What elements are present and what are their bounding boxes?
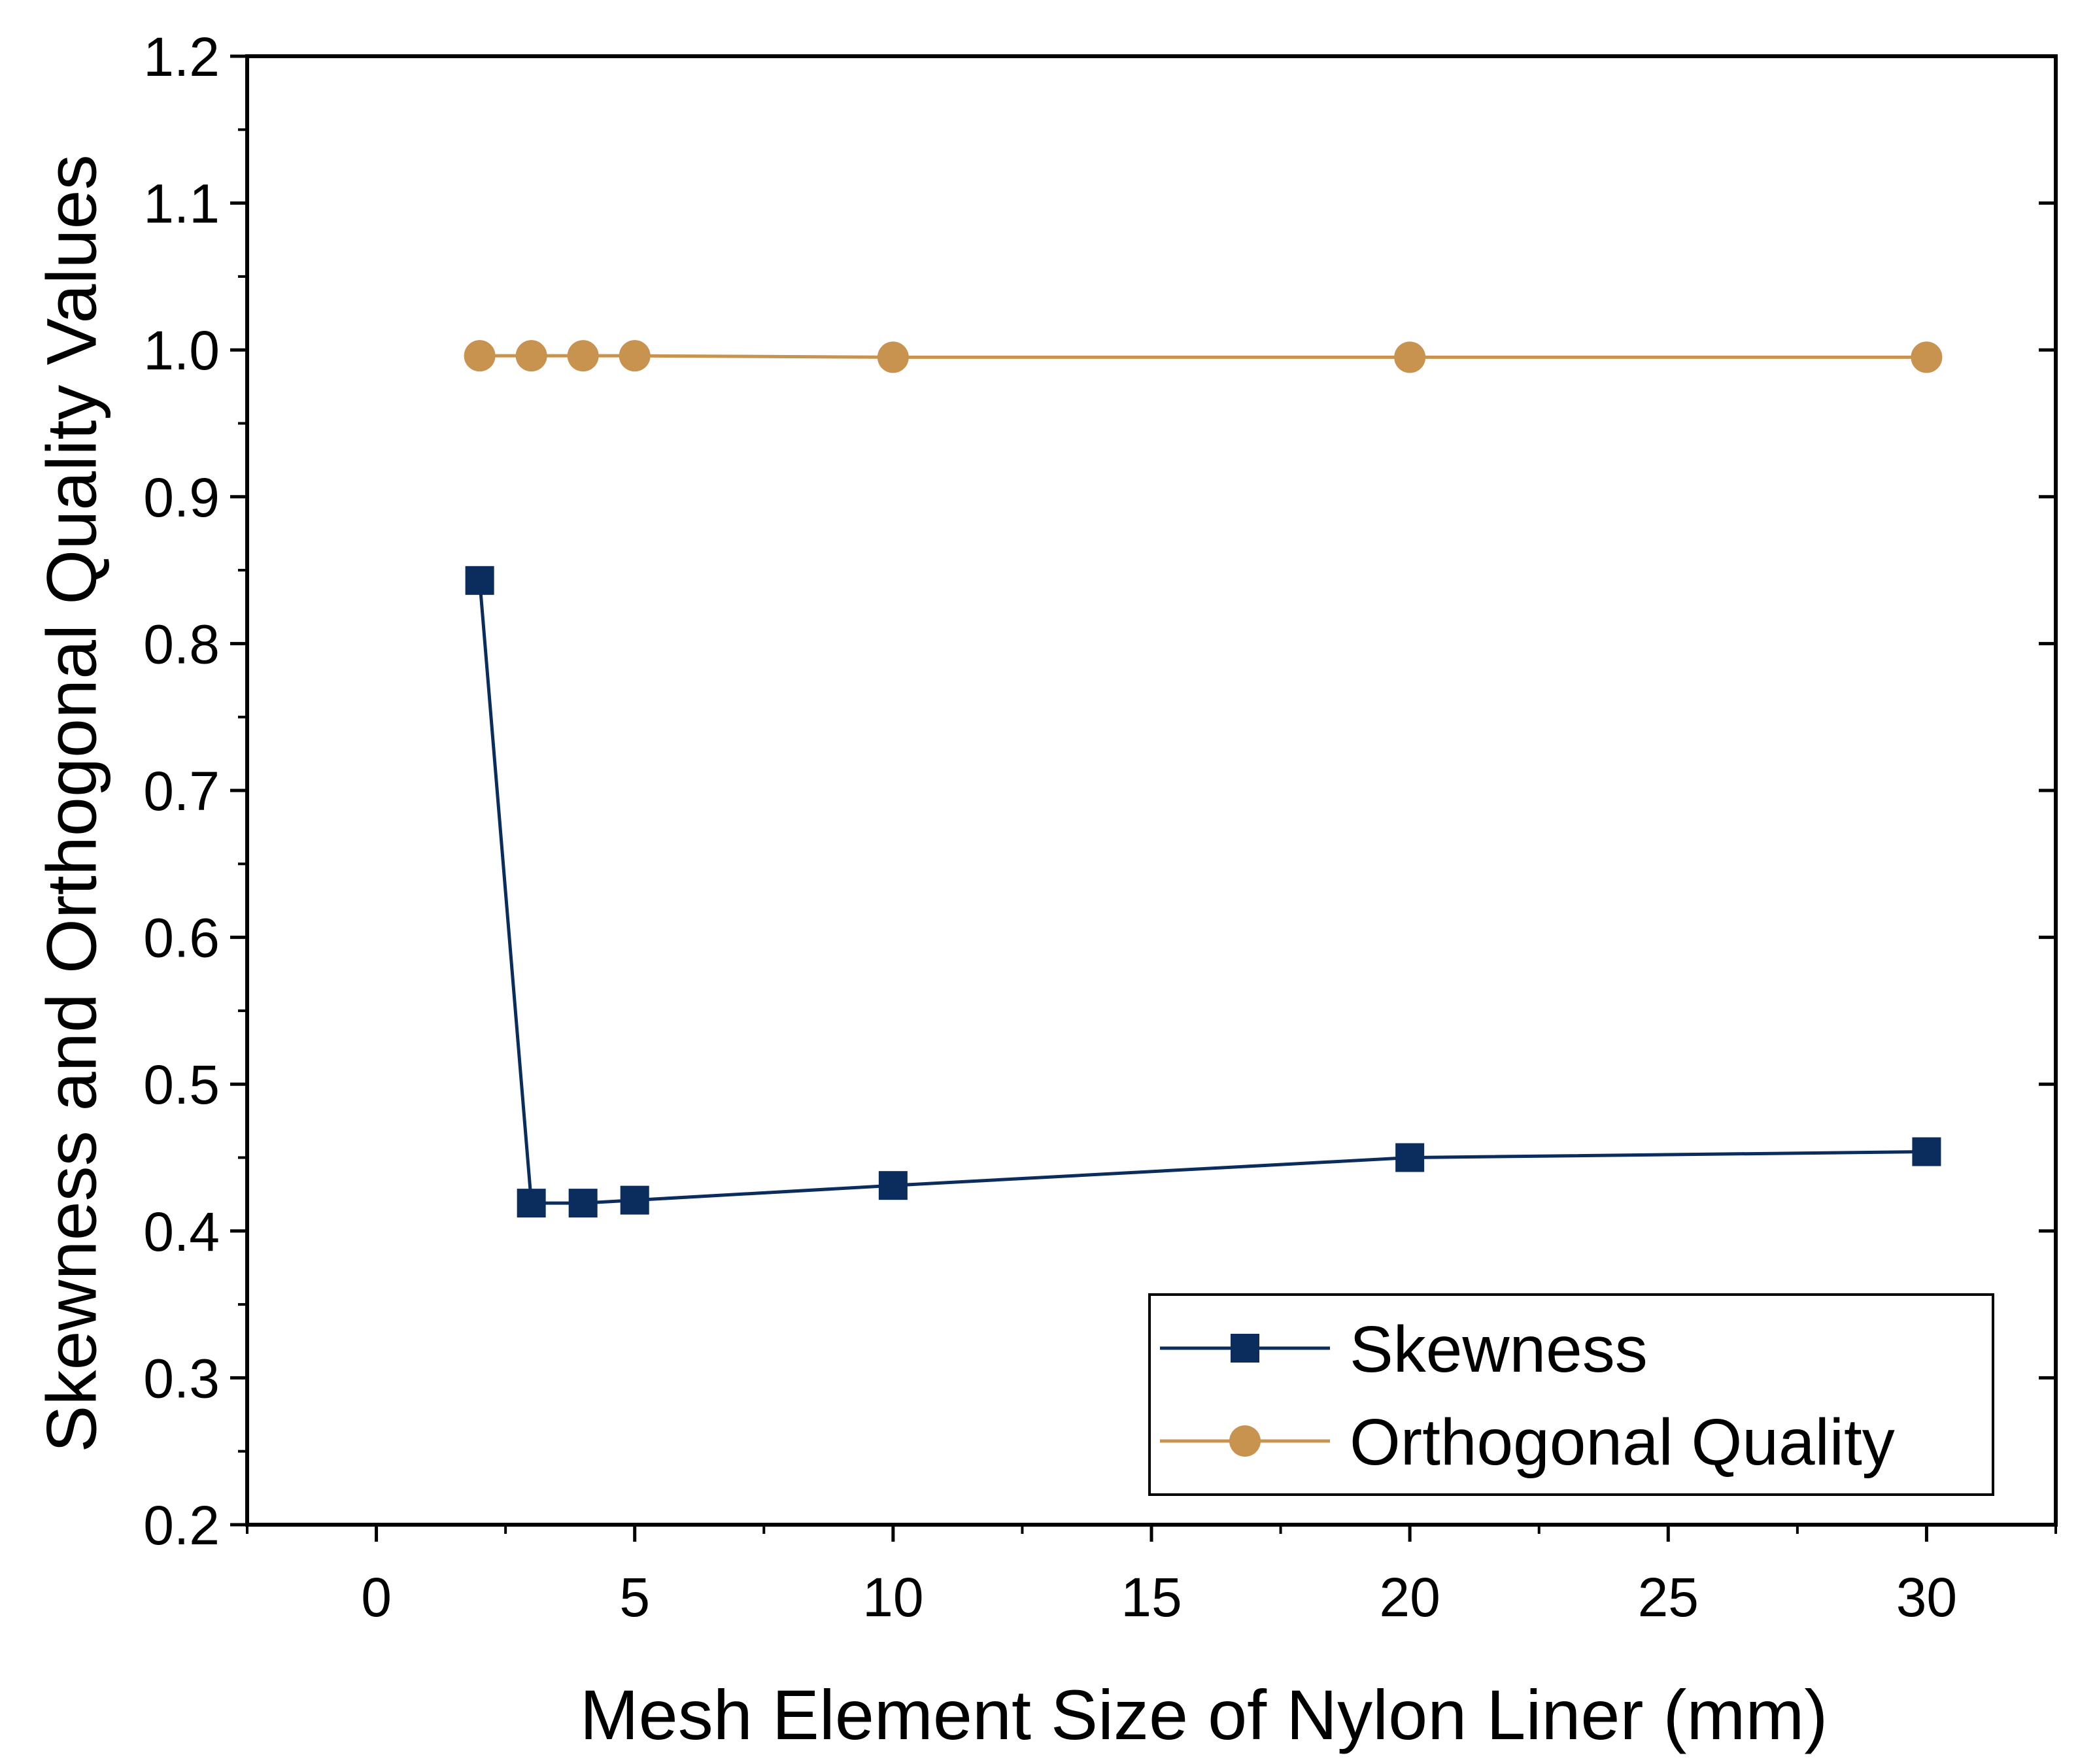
skewness-point <box>517 1189 546 1218</box>
y-tick-label: 0.4 <box>143 1201 220 1263</box>
x-axis-title: Mesh Element Size of Nylon Liner (mm) <box>580 1675 1828 1754</box>
y-tick-label: 0.9 <box>143 467 220 528</box>
x-tick-label: 10 <box>862 1567 923 1628</box>
y-tick-label: 0.8 <box>143 613 220 675</box>
y-tick-label: 1.1 <box>143 173 220 235</box>
orthogonal-quality-line <box>479 354 1927 359</box>
x-tick-label: 20 <box>1379 1567 1440 1628</box>
y-tick-label: 1.0 <box>143 320 220 381</box>
x-tick-label: 25 <box>1638 1567 1699 1628</box>
y-tick-label: 0.3 <box>143 1348 220 1409</box>
x-tick-label: 15 <box>1121 1567 1182 1628</box>
legend-skewness-marker <box>1231 1334 1259 1363</box>
skewness-point <box>620 1185 649 1215</box>
orthogonal-quality-point <box>1911 341 1943 373</box>
series-layer <box>464 340 1943 1218</box>
orthogonal-quality-point <box>567 340 599 372</box>
skewness-point <box>878 1171 908 1200</box>
ticks-layer: 0 5 10 15 20 25 30 0.2 0.3 0.4 0.5 0.6 0.7 0.8 0.9 1.0 1… <box>143 26 2057 1628</box>
orthogonal-quality-point <box>619 340 651 372</box>
orthogonal-quality-point <box>1394 341 1426 373</box>
skewness-point <box>465 566 494 595</box>
y-tick-label: 0.7 <box>143 760 220 822</box>
x-tick-label: 30 <box>1896 1567 1957 1628</box>
legend-box <box>1148 1293 1994 1496</box>
plot-frame <box>245 54 2058 1527</box>
orthogonal-quality-point <box>464 340 496 372</box>
orthogonal-quality-point <box>515 340 547 372</box>
legend-skewness-label: Skewness <box>1350 1313 1648 1386</box>
y-axis-title: Skewness and Orthogonal Quality Values <box>32 154 111 1452</box>
y-tick-label: 0.5 <box>143 1054 220 1115</box>
legend-orthogonal-quality-marker <box>1229 1425 1261 1457</box>
x-tick-label: 0 <box>361 1567 392 1628</box>
y-tick-label: 0.2 <box>143 1495 220 1556</box>
skewness-point <box>568 1189 598 1218</box>
skewness-point <box>1395 1143 1425 1172</box>
orthogonal-quality-point <box>877 341 909 373</box>
y-tick-label: 1.2 <box>143 26 220 88</box>
y-tick-label: 0.6 <box>143 907 220 969</box>
skewness-point <box>1912 1137 1941 1166</box>
x-tick-label: 5 <box>619 1567 650 1628</box>
legend-orthogonal-quality-label: Orthogonal Quality <box>1350 1406 1895 1479</box>
legend: Skewness Orthogonal Quality <box>1148 1293 1994 1496</box>
